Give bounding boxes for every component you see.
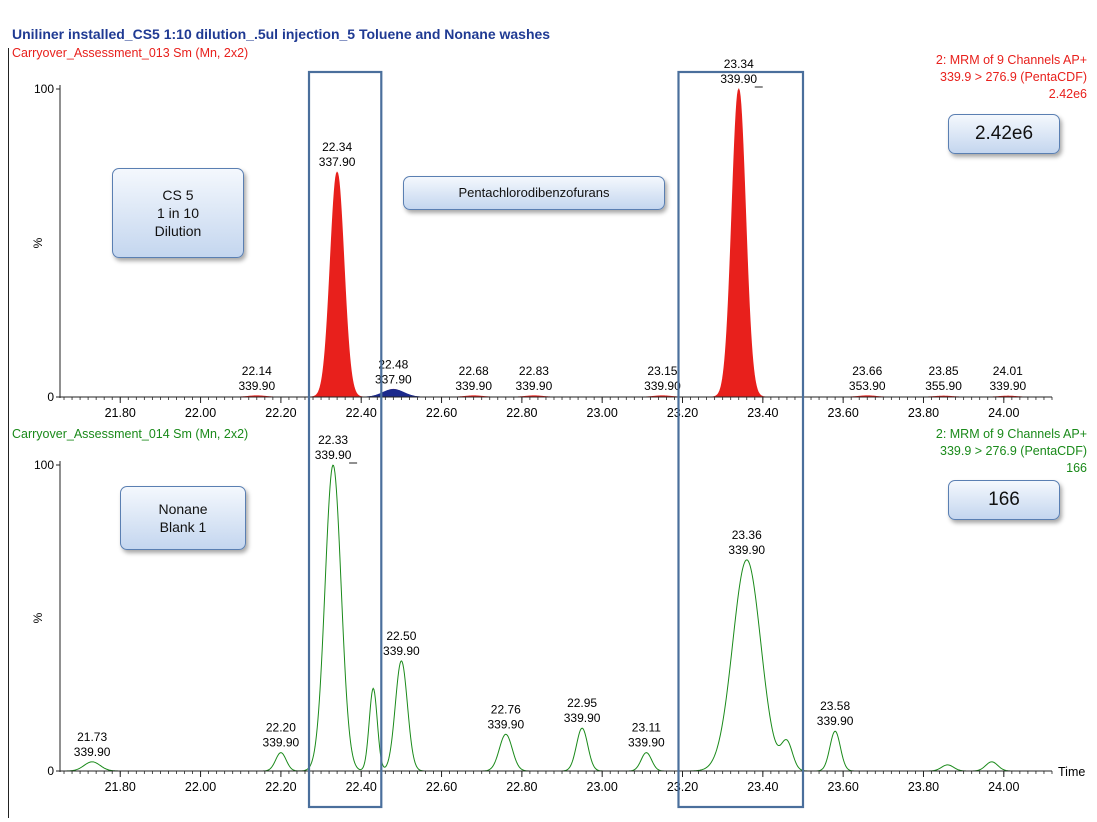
x-tick-label: 23.20 xyxy=(667,406,698,420)
y-tick-label: 100 xyxy=(34,82,54,96)
peak-label-mz: 339.90 xyxy=(628,736,665,750)
x-tick-label: 21.80 xyxy=(105,406,136,420)
peak-label-mz: 339.90 xyxy=(74,745,111,759)
top-intensity-label: 2.42e6 xyxy=(1048,87,1087,101)
peak-label-rt: 22.33 xyxy=(318,433,348,447)
x-tick-label: 23.00 xyxy=(587,780,618,794)
peak-label-rt: 22.83 xyxy=(519,364,549,378)
x-tick-label: 23.40 xyxy=(747,406,778,420)
peak-label-mz: 339.90 xyxy=(817,714,854,728)
x-tick-label: 23.40 xyxy=(747,780,778,794)
x-tick-label: 23.60 xyxy=(828,780,859,794)
highlight-window-1 xyxy=(307,70,383,809)
peak-label-mz: 339.90 xyxy=(315,448,352,462)
x-tick-label: 22.80 xyxy=(506,406,537,420)
x-tick-label: 23.20 xyxy=(667,780,698,794)
cs5-dilution-callout: CS 5 1 in 10 Dilution xyxy=(112,168,244,258)
peak-label-mz: 339.90 xyxy=(238,379,275,393)
peak-label-mz: 339.90 xyxy=(564,711,601,725)
x-tick-label: 23.60 xyxy=(828,406,859,420)
y-axis-label: % xyxy=(31,237,45,248)
bottom-intensity-callout: 166 xyxy=(948,480,1060,520)
peak-label-rt: 22.20 xyxy=(266,721,296,735)
peak-label-mz: 339.90 xyxy=(383,644,420,658)
peak-label-rt: 23.15 xyxy=(647,364,677,378)
peak-label-rt: 22.76 xyxy=(491,702,521,716)
peak-label-mz: 339.90 xyxy=(263,736,300,750)
top-channel-line1: 2: MRM of 9 Channels AP+ xyxy=(935,53,1087,67)
y-tick-label: 100 xyxy=(34,458,54,472)
y-tick-label: 0 xyxy=(47,390,54,404)
x-tick-label: 22.00 xyxy=(185,406,216,420)
series-secondary-area xyxy=(365,388,422,398)
bottom-intensity-label: 166 xyxy=(1066,461,1087,475)
frame-border xyxy=(8,48,9,818)
x-tick-label: 22.40 xyxy=(346,406,377,420)
peak-label-rt: 22.95 xyxy=(567,696,597,710)
y-axis-label: % xyxy=(31,612,45,623)
peak-label-mz: 339.90 xyxy=(989,379,1026,393)
top-channel-line2: 339.9 > 276.9 (PentaCDF) xyxy=(940,70,1087,84)
y-tick-label: 0 xyxy=(47,764,54,778)
peak-label-mz: 355.90 xyxy=(925,379,962,393)
bottom-sample-label: Carryover_Assessment_014 Sm (Mn, 2x2) xyxy=(12,427,249,441)
peak-label-mz: 339.90 xyxy=(455,379,492,393)
x-tick-label: 23.80 xyxy=(908,780,939,794)
peak-label-rt: 23.66 xyxy=(852,364,882,378)
page-title: Uniliner installed_CS5 1:10 dilution_.5u… xyxy=(12,26,551,42)
peak-label-rt: 22.50 xyxy=(386,629,416,643)
nonane-blank-callout: Nonane Blank 1 xyxy=(120,486,246,550)
x-tick-label: 22.00 xyxy=(185,780,216,794)
x-tick-label: 23.80 xyxy=(908,406,939,420)
x-tick-label: 21.80 xyxy=(105,780,136,794)
peak-label-rt: 22.34 xyxy=(322,140,352,154)
top-sample-label: Carryover_Assessment_013 Sm (Mn, 2x2) xyxy=(12,46,249,60)
peak-label-mz: 339.90 xyxy=(644,379,681,393)
x-tick-label: 22.20 xyxy=(265,406,296,420)
peak-label-rt: 22.68 xyxy=(459,364,489,378)
x-tick-label: 23.00 xyxy=(587,406,618,420)
peak-label-rt: 23.36 xyxy=(732,528,762,542)
peak-label-mz: 339.90 xyxy=(516,379,553,393)
bottom-channel-line2: 339.9 > 276.9 (PentaCDF) xyxy=(940,444,1087,458)
x-tick-label: 22.40 xyxy=(346,780,377,794)
peak-label-rt: 23.85 xyxy=(929,364,959,378)
highlight-window-2 xyxy=(677,70,805,809)
top-intensity-callout: 2.42e6 xyxy=(948,114,1060,154)
peak-label-rt: 24.01 xyxy=(993,364,1023,378)
peak-label-rt: 22.48 xyxy=(378,357,408,371)
peak-label-mz: 337.90 xyxy=(375,372,412,386)
x-tick-label: 22.20 xyxy=(265,780,296,794)
peak-label-rt: 23.11 xyxy=(632,721,661,735)
peak-label-mz: 339.90 xyxy=(728,543,765,557)
x-axis-label: Time xyxy=(1058,765,1085,779)
peak-label-mz: 339.90 xyxy=(487,717,524,731)
x-tick-label: 24.00 xyxy=(988,780,1019,794)
peak-label-mz: 353.90 xyxy=(849,379,886,393)
x-tick-label: 24.00 xyxy=(988,406,1019,420)
peak-label-rt: 21.73 xyxy=(77,730,107,744)
peak-label-rt: 23.34 xyxy=(724,57,754,71)
x-tick-label: 22.60 xyxy=(426,780,457,794)
peak-label-rt: 23.58 xyxy=(820,699,850,713)
compound-callout: Pentachlorodibenzofurans xyxy=(403,176,665,210)
peak-label-mz: 339.90 xyxy=(720,72,757,86)
peak-label-rt: 22.14 xyxy=(242,364,272,378)
bottom-channel-line1: 2: MRM of 9 Channels AP+ xyxy=(935,427,1087,441)
peak-label-mz: 337.90 xyxy=(319,155,356,169)
x-tick-label: 22.60 xyxy=(426,406,457,420)
x-tick-label: 22.80 xyxy=(506,780,537,794)
